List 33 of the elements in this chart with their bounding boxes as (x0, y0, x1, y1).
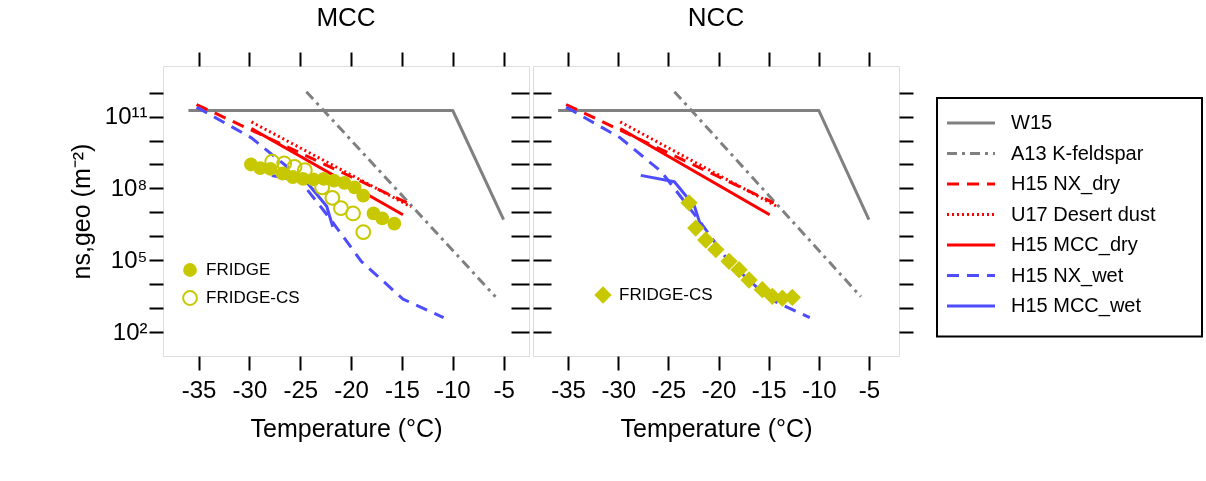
x-tick-label: -25 (651, 375, 687, 403)
y-tick-label: 10¹¹ (104, 102, 148, 130)
x-tick-label: -15 (385, 375, 420, 403)
x-tick-label: -30 (601, 375, 637, 403)
legend-label: FRIDGE-CS (206, 288, 300, 307)
x-tick-label: -5 (858, 375, 881, 403)
x-tick-label: -15 (751, 375, 787, 403)
legend-label: H15 NX_wet (1011, 263, 1124, 287)
y-axis-title: ns,geo (m⁻²) (66, 143, 95, 280)
legend-label: FRIDGE-CS (619, 285, 713, 304)
x-tick-label: -20 (334, 375, 369, 403)
x-tick-label: -30 (232, 375, 268, 403)
legend-label: FRIDGE (206, 260, 271, 279)
legend-label: W15 (1011, 111, 1053, 133)
x-tick-label: -25 (283, 375, 319, 403)
y-tick-label: 10⁸ (110, 173, 148, 201)
x-axis-title: Temperature (°C) (250, 413, 443, 442)
x-tick-label: -5 (493, 375, 515, 403)
legend-label: U17 Desert dust (1011, 202, 1156, 225)
x-tick-label: -10 (435, 375, 471, 403)
legend-label: H15 MCC_dry (1011, 233, 1138, 256)
x-tick-label: -35 (181, 375, 217, 403)
y-tick-label: 10⁵ (110, 245, 148, 273)
x-axis-title: Temperature (°C) (620, 413, 813, 442)
x-tick-label: -35 (551, 375, 586, 403)
chart-title: MCC (316, 2, 376, 32)
legend-label: H15 MCC_wet (1011, 294, 1142, 317)
x-tick-label: -10 (801, 375, 837, 403)
legend-label: H15 NX_dry (1011, 172, 1120, 195)
x-tick-label: -20 (701, 375, 737, 403)
chart-title: NCC (687, 2, 745, 32)
legend-label: A13 K-feldspar (1011, 141, 1144, 164)
y-tick-label: 10² (112, 317, 148, 345)
